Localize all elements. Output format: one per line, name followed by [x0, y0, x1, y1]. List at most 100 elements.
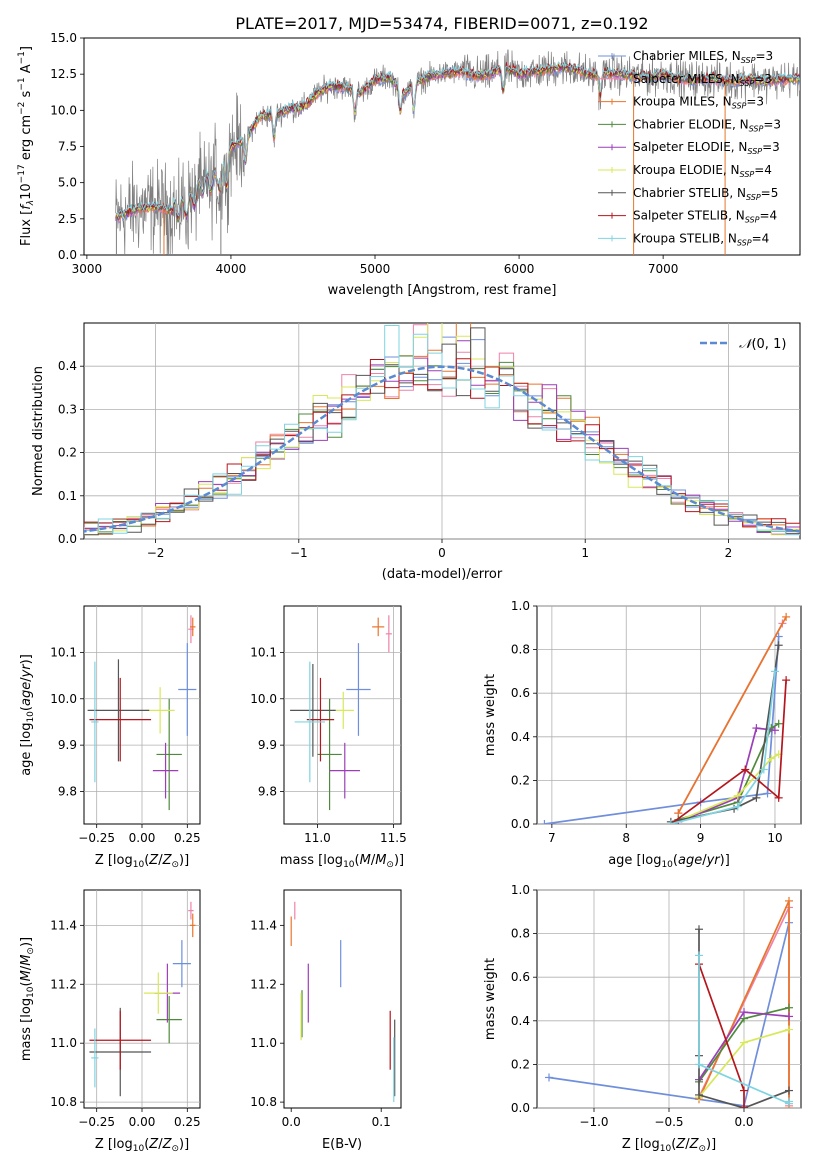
x-tick-label: 2 — [725, 546, 733, 560]
y-tick-label: 0.0 — [511, 817, 530, 831]
legend-label: Kroupa MILES, NSSP=3 — [633, 95, 764, 111]
y-tick-label: 12.5 — [50, 67, 77, 81]
spectrum-model-line — [115, 61, 800, 217]
weight-line — [670, 680, 787, 824]
y-tick-label: 10.1 — [50, 645, 77, 659]
y-tick-label: 0.8 — [511, 643, 530, 657]
legend-suffix: =4 — [754, 163, 772, 177]
y-tick-label: 0.8 — [511, 927, 530, 941]
x-tick-label: −1.0 — [579, 1115, 608, 1129]
z-age-points — [87, 615, 197, 811]
x-tick-label: −2 — [147, 546, 165, 560]
legend-label: Chabrier STELIB, NSSP=5 — [633, 186, 778, 202]
z-weight-grid — [537, 889, 801, 1109]
z-weight-ylabel: mass weight — [483, 958, 498, 1040]
age-weight-lines — [540, 612, 791, 824]
mass-age-xlabel: mass [log10(M/M⊙)] — [280, 853, 404, 870]
legend-subscript: SSP — [745, 216, 760, 225]
legend-suffix: =3 — [763, 117, 781, 131]
residuals-ticks: −2 −1 0 1 2 0.0 0.1 0.2 0.3 0.4 — [58, 359, 732, 560]
y-tick-label: 7.5 — [58, 140, 77, 154]
legend-suffix: =3 — [762, 140, 780, 154]
y-tick-label: 0.6 — [511, 686, 530, 700]
legend-label: Salpeter STELIB, NSSP=4 — [633, 209, 777, 225]
x-tick-label: 0.25 — [174, 1115, 201, 1129]
y-tick-label: 0.0 — [58, 248, 77, 262]
mass-age-grid — [284, 606, 401, 824]
legend-suffix: =3 — [746, 95, 764, 109]
y-tick-label: 11.0 — [50, 1036, 77, 1050]
legend-label: Kroupa STELIB, NSSP=4 — [633, 231, 769, 247]
legend-subscript: SSP — [732, 102, 747, 111]
x-tick-label: −1 — [290, 546, 308, 560]
legend-suffix: =3 — [755, 49, 773, 63]
legend-suffix: =4 — [759, 209, 777, 223]
legend-label: Salpeter ELODIE, NSSP=3 — [633, 140, 780, 156]
y-tick-label: 10.8 — [250, 1095, 277, 1109]
y-tick-label: 10.0 — [50, 692, 77, 706]
x-tick-label: 0.00 — [129, 1115, 156, 1129]
y-tick-label: 1.0 — [511, 883, 530, 897]
x-tick-label: 7000 — [648, 262, 679, 276]
z-weight-xlabel: Z [log10(Z/Z⊙)] — [622, 1137, 716, 1154]
age-weight-axes-frame — [536, 605, 802, 825]
x-tick-label: 11.0 — [304, 831, 331, 845]
x-tick-label: 8 — [622, 831, 630, 845]
y-tick-label: 15.0 — [50, 31, 77, 45]
spectrum-ticks: 3000 4000 5000 6000 7000 0.0 2.5 5.0 7.5 10.0 12.5… — [50, 31, 678, 276]
y-tick-label: 11.4 — [50, 918, 77, 932]
z-mass-ylabel: mass [log10(M/M⊙)] — [19, 937, 36, 1061]
age-weight-xlabel: age [log10(age/yr)] — [608, 853, 730, 870]
y-tick-label: 0.2 — [511, 1057, 530, 1071]
legend-subscript: SSP — [737, 238, 752, 247]
ebv-mass-points — [290, 901, 396, 1103]
y-tick-label: 0.6 — [511, 970, 530, 984]
legend-label: Chabrier MILES, NSSP=3 — [633, 49, 773, 65]
figure-title: PLATE=2017, MJD=53474, FIBERID=0071, z=0… — [235, 14, 648, 33]
ebv-mass-axes-frame — [283, 889, 402, 1109]
weight-line — [670, 753, 780, 824]
z-mass-grid — [84, 890, 200, 1108]
mass-age-points — [290, 615, 392, 811]
y-tick-label: 0.4 — [511, 1014, 530, 1028]
y-tick-label: 0.3 — [58, 402, 77, 416]
y-tick-label: 9.9 — [58, 738, 77, 752]
spectrum-legend: Chabrier MILES, NSSP=3 Salpeter MILES, NS… — [598, 49, 781, 247]
x-tick-label: 4000 — [216, 262, 247, 276]
x-tick-label: 9 — [697, 831, 705, 845]
legend-suffix: =5 — [761, 186, 779, 200]
residuals-legend: 𝒩(0, 1) — [700, 337, 786, 352]
ebv-mass-xlabel: E(B-V) — [322, 1137, 362, 1152]
weight-line — [544, 636, 780, 824]
y-tick-label: 0.2 — [58, 446, 77, 460]
z-weight-ticks: −1.0 −0.5 0.0 0.0 0.2 0.4 0.6 0.8 1.0 — [511, 883, 754, 1129]
y-tick-label: 10.8 — [50, 1095, 77, 1109]
normal-curve — [84, 365, 800, 533]
x-tick-label: 0 — [438, 546, 446, 560]
y-tick-label: 0.0 — [511, 1101, 530, 1115]
y-tick-label: 0.1 — [58, 489, 77, 503]
legend-suffix: =3 — [754, 72, 772, 86]
y-tick-label: 10.0 — [50, 103, 77, 117]
x-tick-label: −0.25 — [78, 831, 115, 845]
y-tick-label: 0.2 — [511, 773, 530, 787]
spectrum-ylabel: Flux [fλ10−17 erg cm−2 s−1 A−1] — [17, 46, 36, 246]
y-tick-label: 10.0 — [250, 692, 277, 706]
y-tick-label: 10.1 — [250, 645, 277, 659]
x-tick-label: 5000 — [360, 262, 391, 276]
legend-subscript: SSP — [741, 56, 756, 65]
x-tick-label: −0.25 — [78, 1115, 115, 1129]
age-weight-ticks: 7 8 9 10 0.0 0.2 0.4 0.6 0.8 1.0 — [511, 599, 783, 845]
legend-label: Kroupa ELODIE, NSSP=4 — [633, 163, 772, 179]
y-tick-label: 11.0 — [250, 1036, 277, 1050]
x-tick-label: 11.5 — [380, 831, 407, 845]
y-tick-label: 9.8 — [58, 785, 77, 799]
x-tick-label: 0.25 — [174, 831, 201, 845]
mass-age-ticks: 11.0 11.5 9.8 9.9 10.0 10.1 — [250, 645, 406, 845]
x-tick-label: 1 — [581, 546, 589, 560]
legend-subscript: SSP — [746, 193, 761, 202]
weight-line — [670, 645, 780, 823]
x-tick-label: 0.0 — [282, 1115, 301, 1129]
y-tick-label: 0.4 — [511, 730, 530, 744]
